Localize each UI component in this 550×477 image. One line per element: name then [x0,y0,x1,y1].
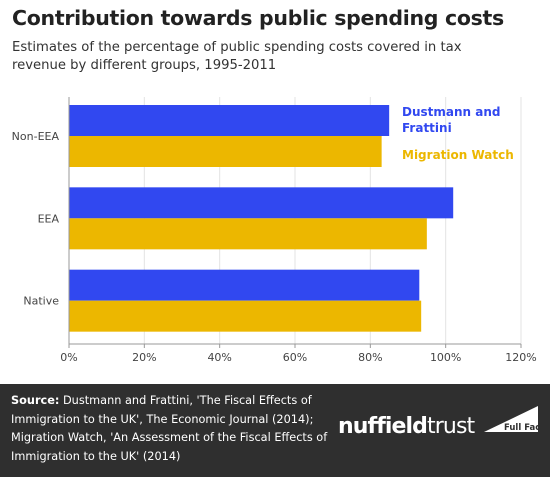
brand-bold: nuffield [338,414,428,439]
bar-chart: Non-EEA EEA Native 0% 20% 40% 60% 80% 100% 120% Du… [12,97,537,364]
x-tick-label: 80% [358,351,382,364]
nuffield-trust-logo: nuffieldtrust [338,414,475,439]
chart-subtitle: Estimates of the percentage of public sp… [12,40,462,73]
x-tick-label: 40% [207,351,231,364]
full-fact-logo-text: Full Fact [504,423,540,433]
bar-eea-0 [69,187,454,219]
source-label: Source: [11,394,60,407]
x-tick-label: 120% [505,351,536,364]
x-tick-label: 100% [430,351,461,364]
bar-native-0 [69,269,420,301]
source-text: Dustmann and Frattini, 'The Fiscal Effec… [11,394,328,463]
bar-non-eea-1 [69,136,382,167]
footer: Source: Dustmann and Frattini, 'The Fisc… [0,384,550,477]
full-fact-logo-icon: Full Fact [484,406,540,433]
x-tick-label: 20% [132,351,156,364]
x-tick-label: 60% [283,351,307,364]
bar-non-eea-0 [69,105,390,136]
legend-dustmann-frattini: Dustmann and Frattini [402,105,500,135]
x-tick-label: 0% [60,351,77,364]
brand-regular: trust [427,414,475,439]
legend-migration-watch: Migration Watch [402,148,514,162]
chart-title: Contribution towards public spending cos… [12,6,504,30]
category-label: Non-EEA [12,130,60,143]
category-label: EEA [38,212,60,225]
source-note: Source: Dustmann and Frattini, 'The Fisc… [11,392,341,466]
category-label: Native [23,295,59,308]
bar-eea-1 [69,218,427,250]
bar-native-1 [69,300,422,332]
